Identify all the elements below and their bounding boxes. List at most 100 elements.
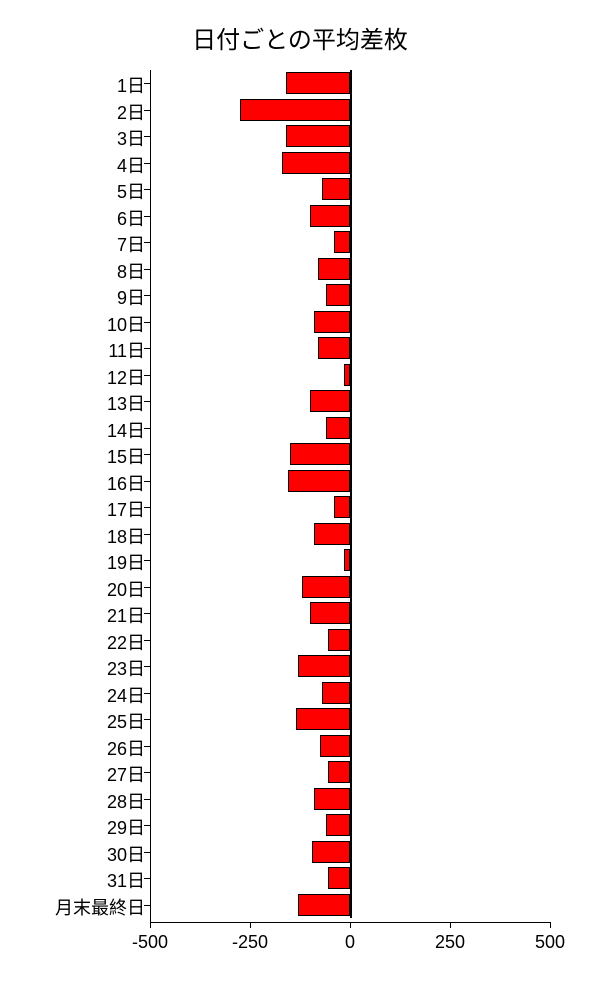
bar — [298, 894, 350, 916]
y-axis-label: 11日 — [108, 337, 145, 363]
bar — [310, 205, 350, 227]
bar — [282, 152, 350, 174]
y-tick — [144, 110, 150, 111]
y-axis-label: 27日 — [107, 761, 145, 787]
y-axis-label: 12日 — [107, 364, 145, 390]
y-axis-label: 19日 — [107, 549, 145, 575]
zero-line — [350, 70, 352, 918]
bar — [310, 390, 350, 412]
bar — [326, 284, 350, 306]
bar — [326, 417, 350, 439]
bar — [240, 99, 350, 121]
y-tick — [144, 507, 150, 508]
y-axis-label: 3日 — [117, 125, 145, 151]
chart-title: 日付ごとの平均差枚 — [0, 20, 600, 55]
y-tick — [144, 216, 150, 217]
y-axis-label: 4日 — [117, 152, 145, 178]
bar — [320, 735, 350, 757]
y-tick — [144, 189, 150, 190]
y-axis-label: 23日 — [107, 655, 145, 681]
y-axis-label: 17日 — [107, 496, 145, 522]
x-tick — [550, 922, 551, 928]
y-tick — [144, 852, 150, 853]
x-tick — [150, 922, 151, 928]
y-tick — [144, 83, 150, 84]
y-tick — [144, 454, 150, 455]
y-tick — [144, 613, 150, 614]
y-axis-label: 13日 — [107, 390, 145, 416]
y-axis-label: 1日 — [117, 72, 145, 98]
y-axis-label: 8日 — [117, 258, 145, 284]
bar — [318, 258, 350, 280]
y-tick — [144, 269, 150, 270]
x-tick — [450, 922, 451, 928]
bar — [314, 311, 350, 333]
y-tick — [144, 322, 150, 323]
y-tick — [144, 719, 150, 720]
y-axis-label: 26日 — [107, 735, 145, 761]
y-axis-label: 月末最終日 — [55, 894, 145, 920]
bar — [322, 682, 350, 704]
y-tick — [144, 242, 150, 243]
y-tick — [144, 295, 150, 296]
y-tick — [144, 905, 150, 906]
bar — [314, 788, 350, 810]
bar — [286, 125, 350, 147]
y-axis-label: 14日 — [107, 417, 145, 443]
x-axis-label: -500 — [132, 932, 168, 953]
y-axis-label: 25日 — [107, 708, 145, 734]
bar — [298, 655, 350, 677]
y-axis-label: 18日 — [107, 523, 145, 549]
x-axis-label: -250 — [232, 932, 268, 953]
y-axis-label: 21日 — [107, 602, 145, 628]
y-tick — [144, 348, 150, 349]
y-tick — [144, 799, 150, 800]
y-tick — [144, 772, 150, 773]
bar — [326, 814, 350, 836]
y-axis-label: 28日 — [107, 788, 145, 814]
y-tick — [144, 587, 150, 588]
x-axis-label: 500 — [535, 932, 565, 953]
bar — [328, 867, 350, 889]
y-tick — [144, 428, 150, 429]
y-tick — [144, 878, 150, 879]
bar — [328, 761, 350, 783]
y-axis-label: 10日 — [107, 311, 145, 337]
y-axis-label: 30日 — [107, 841, 145, 867]
y-tick — [144, 163, 150, 164]
bar — [288, 470, 350, 492]
y-tick — [144, 746, 150, 747]
bar — [296, 708, 350, 730]
chart-container: 日付ごとの平均差枚 1日2日3日4日5日6日7日8日9日10日11日12日13日… — [0, 0, 600, 1000]
y-tick — [144, 560, 150, 561]
y-axis-line — [150, 70, 151, 924]
bar — [286, 72, 350, 94]
y-axis-label: 16日 — [107, 470, 145, 496]
y-tick — [144, 640, 150, 641]
bar — [314, 523, 350, 545]
bar — [312, 841, 350, 863]
y-tick — [144, 693, 150, 694]
bar — [322, 178, 350, 200]
x-tick — [250, 922, 251, 928]
y-axis-label: 24日 — [107, 682, 145, 708]
bar — [310, 602, 350, 624]
y-axis-label: 6日 — [117, 205, 145, 231]
y-axis-label: 2日 — [117, 99, 145, 125]
y-tick — [144, 481, 150, 482]
y-axis-label: 7日 — [117, 231, 145, 257]
y-tick — [144, 375, 150, 376]
x-axis-label: 0 — [345, 932, 355, 953]
y-axis-label: 15日 — [107, 443, 145, 469]
y-tick — [144, 666, 150, 667]
x-tick — [350, 922, 351, 928]
y-tick — [144, 401, 150, 402]
y-axis-label: 31日 — [107, 867, 145, 893]
bar — [334, 231, 350, 253]
y-tick — [144, 825, 150, 826]
bar — [334, 496, 350, 518]
y-tick — [144, 136, 150, 137]
y-axis-label: 9日 — [117, 284, 145, 310]
y-axis-label: 29日 — [107, 814, 145, 840]
y-axis-label: 5日 — [117, 178, 145, 204]
